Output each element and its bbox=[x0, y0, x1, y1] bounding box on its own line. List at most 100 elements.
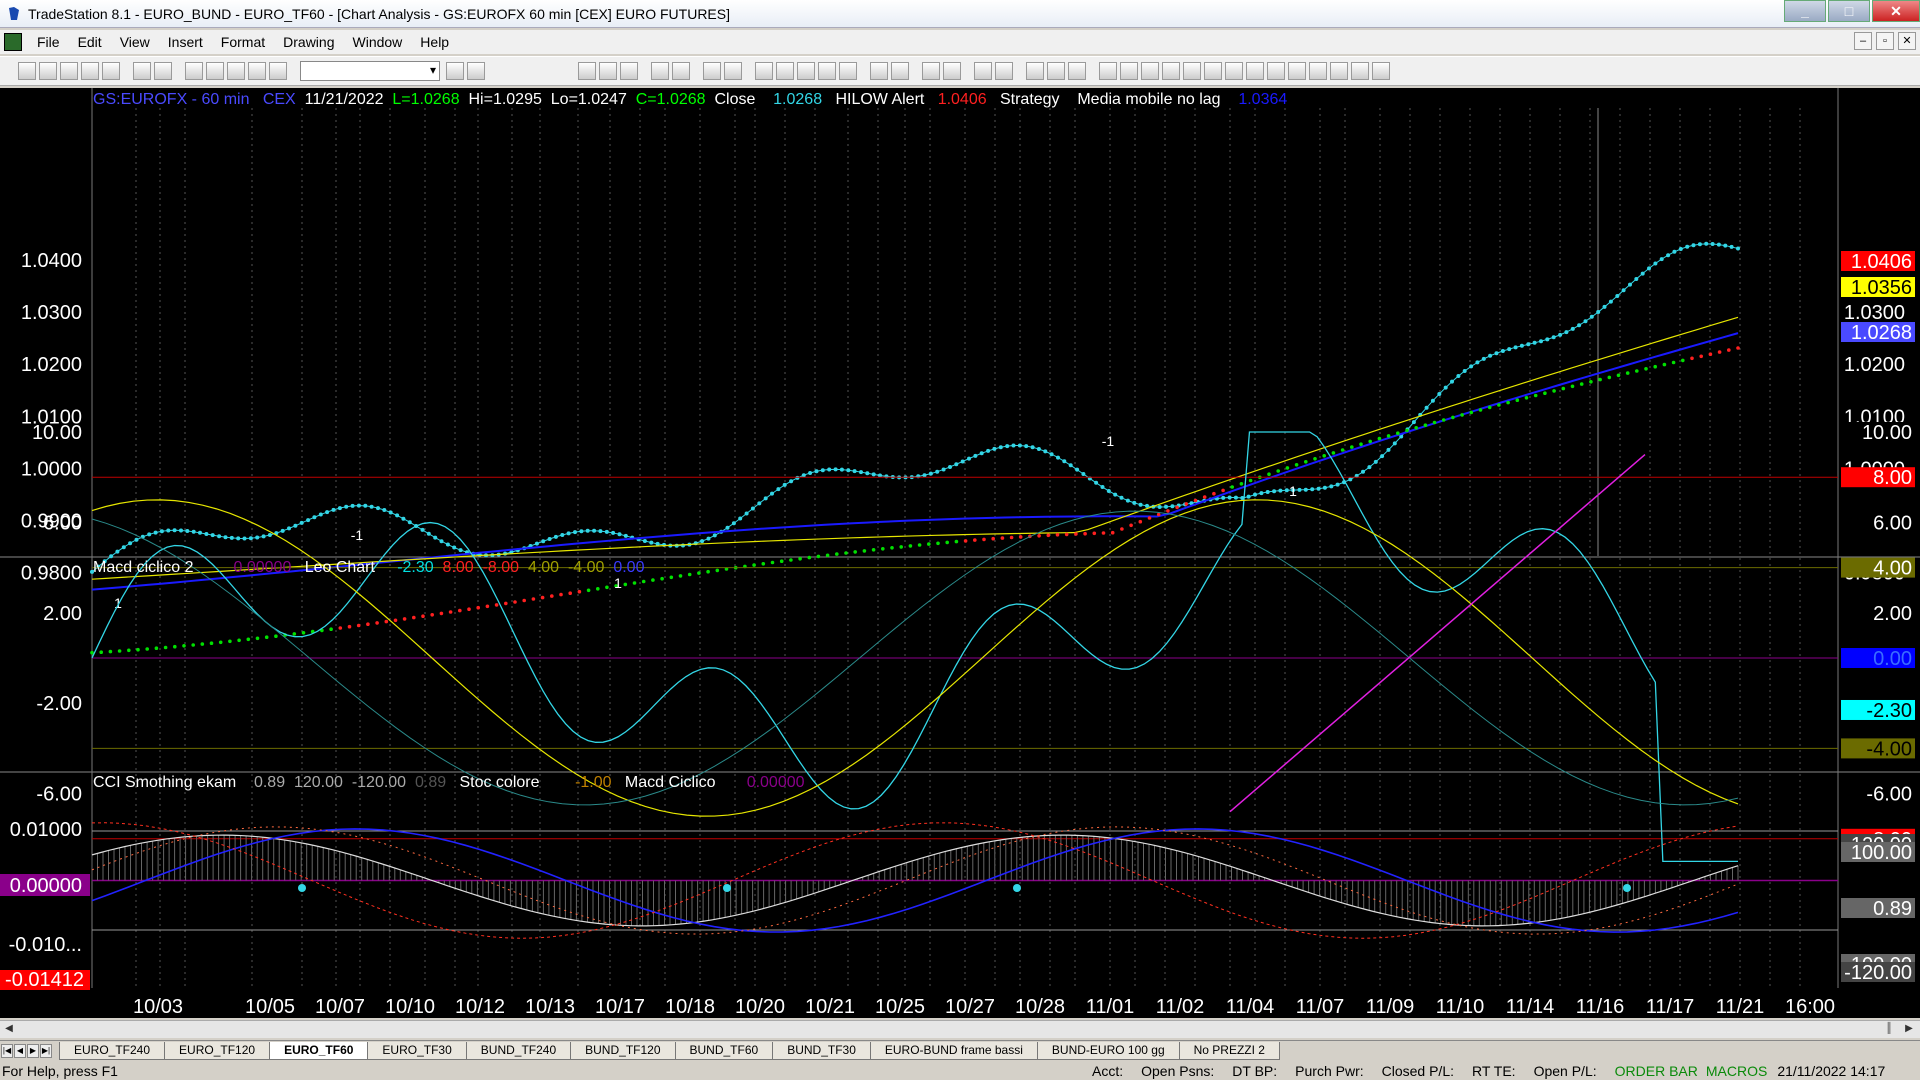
order-bar-icon[interactable] bbox=[724, 62, 742, 80]
tab-bund-tf240[interactable]: BUND_TF240 bbox=[465, 1041, 572, 1060]
maximize-button[interactable]: □ bbox=[1828, 0, 1870, 22]
text-icon[interactable] bbox=[1372, 62, 1390, 80]
globe-icon[interactable] bbox=[269, 62, 287, 80]
gann-icon[interactable] bbox=[1183, 62, 1201, 80]
ellipse-icon[interactable] bbox=[1330, 62, 1348, 80]
arrow-right-icon[interactable] bbox=[446, 62, 464, 80]
data-tip-icon[interactable] bbox=[995, 62, 1013, 80]
tab-prev-icon[interactable]: ◀ bbox=[14, 1043, 26, 1058]
chart-canvas[interactable]: 1.0400 1.0300 1.0200 1.0100 1.0000 0.9900 0.98… bbox=[0, 88, 1920, 1018]
tab-euro-tf60[interactable]: EURO_TF60 bbox=[269, 1041, 369, 1060]
arc-icon[interactable] bbox=[1267, 62, 1285, 80]
strategy-icon[interactable] bbox=[672, 62, 690, 80]
pointer-icon[interactable] bbox=[974, 62, 992, 80]
mdi-close-button[interactable]: ✕ bbox=[1898, 32, 1916, 50]
sar-dot bbox=[1055, 533, 1060, 537]
horizontal-scrollbar[interactable]: ◀ ║ ▶ bbox=[0, 1020, 1920, 1038]
open-icon[interactable] bbox=[39, 62, 57, 80]
print-icon[interactable] bbox=[133, 62, 151, 80]
drawing-icon[interactable] bbox=[248, 62, 266, 80]
arrow-up-icon[interactable] bbox=[1309, 62, 1327, 80]
sar-dot bbox=[1074, 532, 1078, 536]
clipboard-icon[interactable] bbox=[1068, 62, 1086, 80]
print-preview-icon[interactable] bbox=[154, 62, 172, 80]
tab-no-prezzi-2[interactable]: No PREZZI 2 bbox=[1178, 1041, 1280, 1060]
trendline-icon[interactable] bbox=[1099, 62, 1117, 80]
zoom-out-icon[interactable] bbox=[943, 62, 961, 80]
menu-drawing[interactable]: Drawing bbox=[283, 34, 335, 50]
tab-first-icon[interactable]: |◀ bbox=[1, 1043, 13, 1058]
scroll-right-icon[interactable]: ▶ bbox=[1905, 1023, 1913, 1034]
date-axis-label: 11/07 bbox=[1296, 996, 1345, 1018]
chart-analysis-window[interactable]: 1.0400 1.0300 1.0200 1.0100 1.0000 0.9900 0.98… bbox=[0, 88, 1920, 1018]
copy-icon[interactable] bbox=[81, 62, 99, 80]
sar-dot bbox=[421, 614, 425, 618]
pitchfork-icon[interactable] bbox=[1288, 62, 1306, 80]
menu-window[interactable]: Window bbox=[352, 34, 403, 50]
close-button[interactable]: ✕ bbox=[1872, 0, 1920, 22]
scroll-thumb-icon[interactable]: ║ bbox=[1885, 1023, 1893, 1034]
green-chart-icon[interactable] bbox=[797, 62, 815, 80]
tab-next-icon[interactable]: ▶ bbox=[27, 1043, 39, 1058]
mdi-restore-button[interactable]: ▫ bbox=[1876, 32, 1894, 50]
order-bar-status[interactable]: ORDER BAR bbox=[1614, 1063, 1698, 1079]
scroll-left-icon[interactable]: ◀ bbox=[5, 1023, 13, 1034]
tools-icon[interactable] bbox=[1026, 62, 1044, 80]
ma-label: Media mobile no lag bbox=[1077, 91, 1221, 108]
cci-tag bbox=[1841, 962, 1915, 982]
macros-status[interactable]: MACROS bbox=[1705, 1063, 1768, 1079]
price-axis-label: 1.0400 bbox=[21, 250, 82, 272]
chart-window-icon[interactable] bbox=[4, 33, 22, 51]
menu-insert[interactable]: Insert bbox=[167, 34, 203, 50]
tab-euro-tf120[interactable]: EURO_TF120 bbox=[164, 1041, 271, 1060]
rectangle-icon[interactable] bbox=[1351, 62, 1369, 80]
grid-icon[interactable] bbox=[620, 62, 638, 80]
tab-last-icon[interactable]: ▶| bbox=[40, 1043, 52, 1058]
date-axis-label: 16:00 bbox=[1785, 996, 1835, 1018]
sar-dot bbox=[1368, 439, 1372, 444]
scanner-icon[interactable] bbox=[651, 62, 669, 80]
speed-line-icon[interactable] bbox=[1204, 62, 1222, 80]
fib-icon[interactable] bbox=[1162, 62, 1180, 80]
bar-spacing-2-icon[interactable] bbox=[891, 62, 909, 80]
regression-icon[interactable] bbox=[1225, 62, 1243, 80]
hotlist-icon[interactable] bbox=[776, 62, 794, 80]
vertical-line-icon[interactable] bbox=[1141, 62, 1159, 80]
lock-icon[interactable] bbox=[227, 62, 245, 80]
new-workspace-icon[interactable] bbox=[60, 62, 78, 80]
new-icon[interactable] bbox=[18, 62, 36, 80]
symbol-combo[interactable] bbox=[300, 61, 440, 81]
window-icon[interactable] bbox=[185, 62, 203, 80]
search-icon[interactable] bbox=[467, 62, 485, 80]
zoom-in-icon[interactable] bbox=[922, 62, 940, 80]
menu-file[interactable]: File bbox=[37, 34, 60, 50]
bar-icon[interactable] bbox=[818, 62, 836, 80]
leo-value-6: 0.00 bbox=[613, 559, 645, 576]
window-tile-icon[interactable] bbox=[206, 62, 224, 80]
folder-icon[interactable] bbox=[102, 62, 120, 80]
tab-bund-tf30[interactable]: BUND_TF30 bbox=[772, 1041, 871, 1060]
radar-icon[interactable] bbox=[599, 62, 617, 80]
menu-edit[interactable]: Edit bbox=[77, 34, 102, 50]
format-icon[interactable] bbox=[1047, 62, 1065, 80]
radar2-icon[interactable] bbox=[839, 62, 857, 80]
matrix-icon[interactable] bbox=[703, 62, 721, 80]
tab-bund-tf60[interactable]: BUND_TF60 bbox=[674, 1041, 774, 1060]
menu-view[interactable]: View bbox=[119, 34, 150, 50]
minimize-button[interactable]: _ bbox=[1784, 0, 1826, 22]
tab-bund-tf120[interactable]: BUND_TF120 bbox=[570, 1041, 676, 1060]
tab-euro-tf30[interactable]: EURO_TF30 bbox=[367, 1041, 467, 1060]
options-icon[interactable] bbox=[755, 62, 773, 80]
channel-icon[interactable] bbox=[1246, 62, 1264, 80]
tab-euro-tf240[interactable]: EURO_TF240 bbox=[59, 1041, 166, 1060]
mdi-minimize-button[interactable]: – bbox=[1854, 32, 1872, 50]
sar-dot bbox=[1037, 534, 1041, 538]
bar-spacing-icon[interactable] bbox=[870, 62, 888, 80]
chart-icon[interactable] bbox=[578, 62, 596, 80]
sar-dot bbox=[522, 598, 526, 603]
horizontal-line-icon[interactable] bbox=[1120, 62, 1138, 80]
menu-format[interactable]: Format bbox=[220, 34, 266, 50]
menu-help[interactable]: Help bbox=[420, 34, 450, 50]
tab-euro-bund-frame-bassi[interactable]: EURO-BUND frame bassi bbox=[869, 1041, 1038, 1060]
tab-bund-euro-100-gg[interactable]: BUND-EURO 100 gg bbox=[1036, 1041, 1180, 1060]
